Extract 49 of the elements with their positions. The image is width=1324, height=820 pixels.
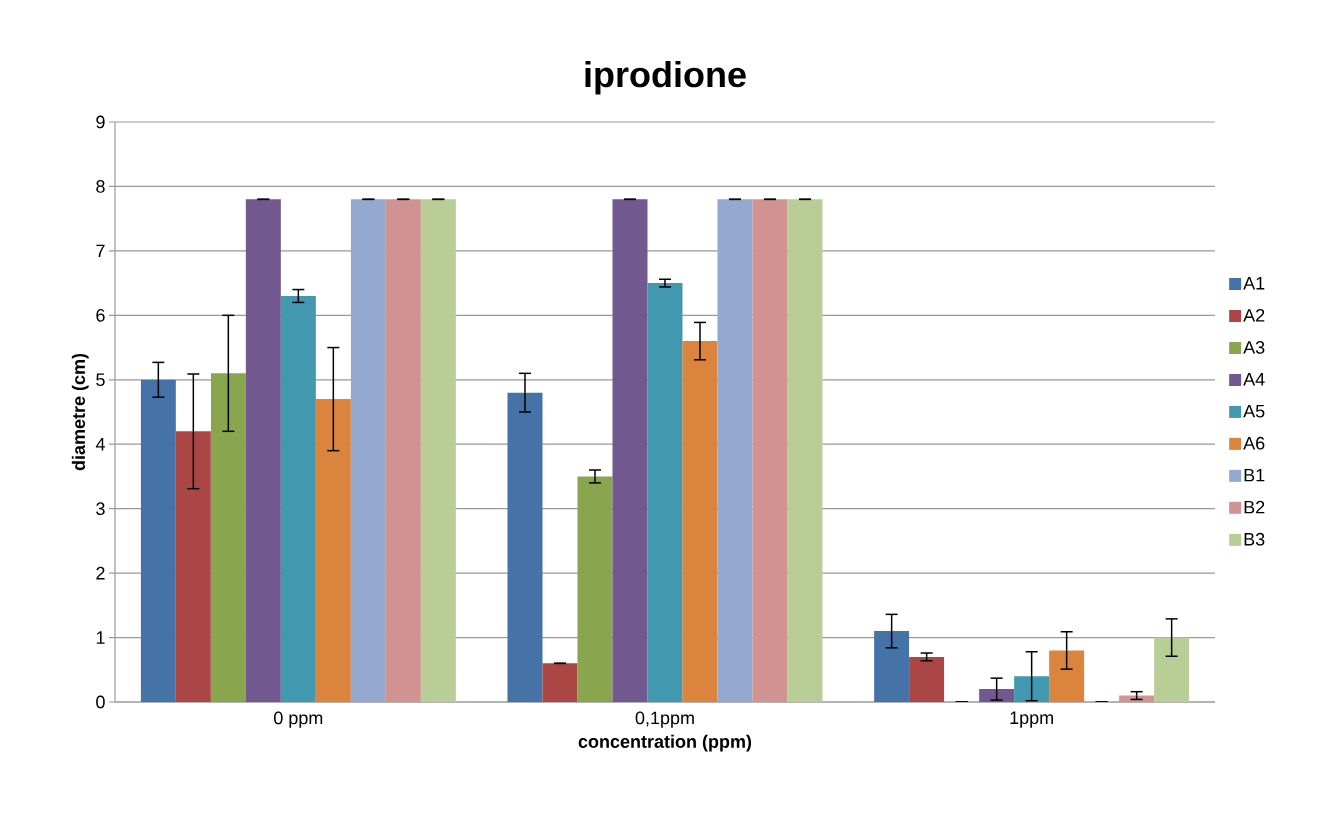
y-tick-label: 4: [95, 438, 105, 451]
bar: [874, 631, 910, 702]
bar: [1154, 637, 1190, 702]
bar: [420, 199, 456, 702]
legend-label: B3: [1244, 532, 1265, 546]
y-tick-label: 5: [96, 373, 105, 387]
bar: [350, 199, 386, 702]
y-axis-title: diametre (cm): [71, 353, 89, 471]
bar: [245, 199, 281, 702]
legend-label: B1: [1244, 468, 1265, 482]
bar: [175, 431, 211, 702]
bar: [612, 199, 648, 702]
y-tick-label: 6: [96, 308, 105, 322]
bar: [280, 296, 316, 702]
bar: [1049, 650, 1085, 702]
bar: [1119, 695, 1155, 702]
bar: [682, 341, 718, 702]
chart-title: iprodione: [585, 60, 746, 95]
y-tick-label: 0: [96, 695, 105, 709]
y-tick-label: 1: [96, 631, 105, 644]
legend-label: A1: [1243, 277, 1265, 290]
y-tick-label: 8: [96, 180, 105, 193]
bar: [542, 663, 578, 702]
legend-label: B2: [1244, 500, 1265, 514]
bar: [385, 199, 421, 702]
y-tick-label: 7: [96, 244, 105, 258]
legend-label: A5: [1243, 404, 1265, 418]
bar: [979, 689, 1015, 702]
legend-label: A4: [1243, 373, 1265, 386]
y-tick-label: 2: [96, 566, 105, 580]
x-tick-label: 0,1ppm: [635, 711, 694, 728]
bar: [752, 199, 788, 702]
legend-label: A6: [1243, 436, 1265, 450]
bar: [315, 399, 351, 702]
legend-label: A3: [1243, 341, 1265, 354]
bar: [140, 379, 176, 702]
bar: [787, 199, 823, 702]
bar: [507, 392, 543, 702]
x-tick-label: 0 ppm: [274, 711, 323, 728]
bar: [210, 373, 246, 702]
bar: [647, 283, 683, 702]
y-tick-label: 3: [96, 502, 105, 516]
y-tick-label: 9: [96, 115, 105, 129]
bar: [909, 656, 945, 702]
x-axis-title: concentration (ppm): [578, 734, 752, 752]
bar: [577, 476, 613, 702]
legend-label: A2: [1243, 308, 1265, 322]
bar: [717, 199, 753, 702]
x-tick-label: 1ppm: [1010, 711, 1053, 728]
